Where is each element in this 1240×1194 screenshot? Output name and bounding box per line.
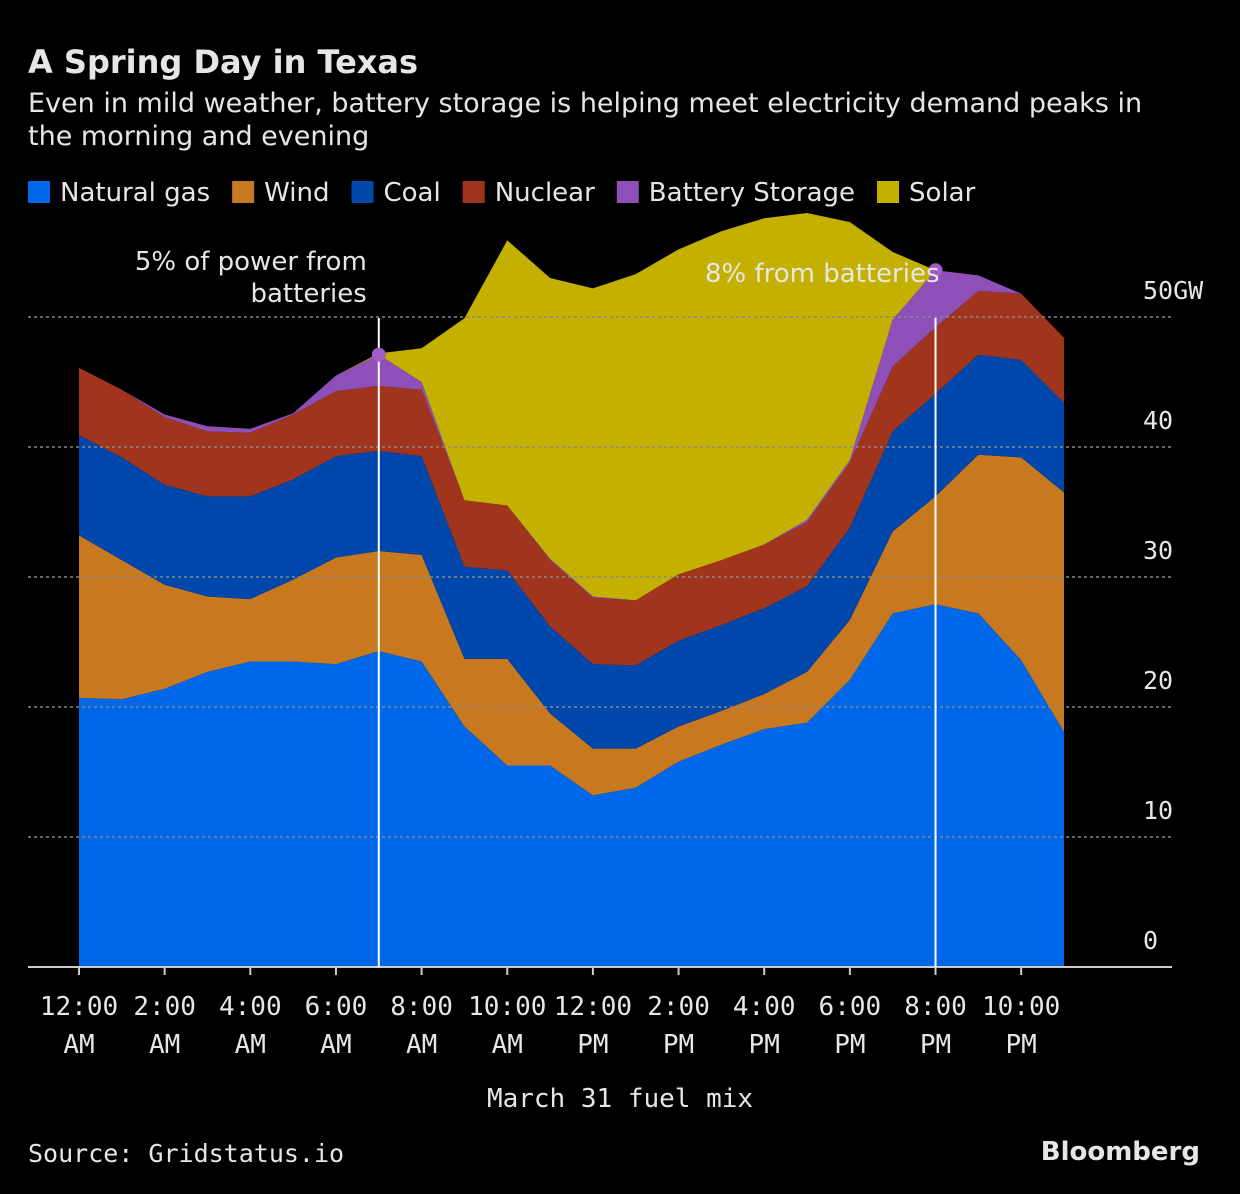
- legend-label: Solar: [909, 178, 976, 208]
- legend-label: Battery Storage: [649, 178, 855, 208]
- x-tick-label: 6:00 AM: [305, 992, 368, 1060]
- y-tick-label: 50GW: [1143, 276, 1204, 305]
- area: [79, 454, 1064, 796]
- y-tick-label: 10: [1143, 796, 1173, 825]
- legend-swatch: [351, 181, 374, 203]
- x-tick-label: 2:00 PM: [647, 992, 710, 1060]
- y-tick-label: 0: [1143, 926, 1158, 955]
- annotation-dot: [928, 263, 943, 278]
- area: [79, 213, 1064, 601]
- legend-label: Coal: [384, 178, 441, 208]
- x-tick-label: 2:00 AM: [133, 992, 196, 1060]
- chart-subtitle: Even in mild weather, battery storage is…: [28, 88, 1142, 152]
- plot-area: [79, 213, 1064, 967]
- y-tick-label: 20: [1143, 666, 1173, 695]
- legend-swatch: [616, 181, 639, 203]
- chart-title: A Spring Day in Texas: [28, 43, 418, 81]
- x-tick-label: 8:00 PM: [904, 992, 967, 1060]
- area: [79, 604, 1064, 967]
- legend-label: Nuclear: [495, 178, 595, 208]
- x-tick-label: 10:00 PM: [982, 992, 1060, 1060]
- x-tick-label: 12:00 PM: [554, 992, 632, 1060]
- x-axis-label: March 31 fuel mix: [487, 1084, 753, 1114]
- area: [79, 354, 1064, 749]
- x-tick-label: 6:00 PM: [819, 992, 882, 1060]
- x-tick-label: 10:00 AM: [468, 992, 546, 1060]
- source: Source: Gridstatus.io: [28, 1139, 344, 1168]
- x-tick-label: 8:00 AM: [390, 992, 453, 1060]
- annotation: 8% from batteries: [705, 259, 940, 289]
- x-tick-label: 4:00 AM: [219, 992, 282, 1060]
- legend-swatch: [232, 181, 255, 203]
- legend-swatch: [28, 181, 50, 203]
- annotation-dot: [371, 347, 386, 362]
- x-tick-label: 12:00 AM: [40, 992, 118, 1060]
- x-tick-label: 4:00 PM: [733, 992, 796, 1060]
- y-tick-label: 30: [1143, 536, 1173, 565]
- y-tick-label: 40: [1143, 406, 1173, 435]
- legend-swatch: [462, 181, 485, 203]
- area: [79, 291, 1064, 666]
- legend-label: Natural gas: [60, 178, 210, 208]
- legend-swatch: [877, 181, 900, 203]
- brand: Bloomberg: [1041, 1137, 1200, 1167]
- legend-label: Wind: [264, 178, 329, 208]
- annotation: 5% of power from batteries: [135, 247, 367, 309]
